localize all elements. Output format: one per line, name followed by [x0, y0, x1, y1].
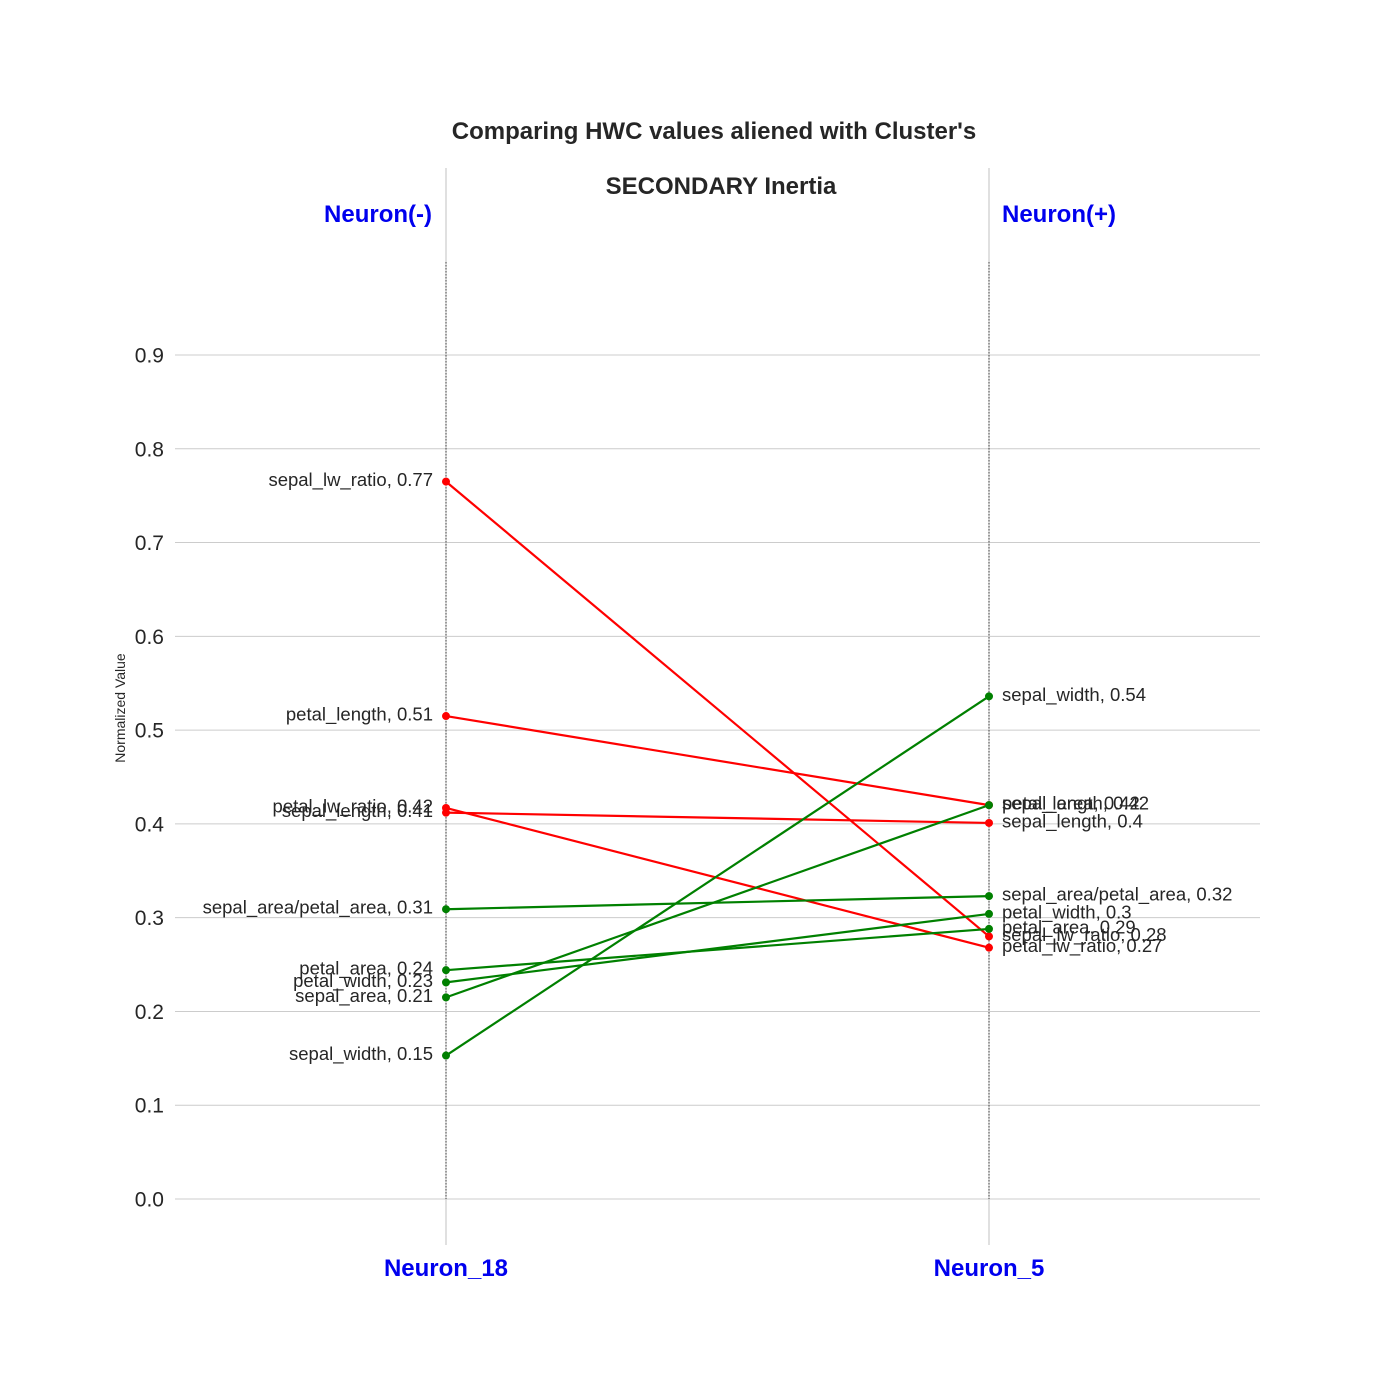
- point-left-sepal_lw_ratio: [442, 477, 450, 486]
- grid-lines: [175, 354, 1260, 1200]
- slope-line-sepal_area/petal_area: [445, 894, 990, 911]
- slope-line-sepal_lw_ratio: [445, 480, 990, 938]
- y-axis-label: Normalized Value: [112, 653, 128, 763]
- label-left-petal_length: petal_length, 0.51: [286, 704, 433, 726]
- y-tick-label: 0.9: [135, 345, 164, 368]
- point-left-petal_width: [442, 978, 450, 987]
- label-left-sepal_area: sepal_area, 0.21: [295, 985, 433, 1007]
- y-tick-label: 0.1: [135, 1095, 164, 1118]
- slope-line-sepal_area: [445, 804, 990, 999]
- point-left-petal_area: [442, 966, 450, 975]
- left-header: Neuron(-): [324, 201, 432, 228]
- y-tick-label: 0.7: [135, 532, 164, 555]
- y-tick-label: 0.8: [135, 438, 164, 461]
- label-left-sepal_length: sepal_length, 0.41: [282, 800, 433, 822]
- point-right-sepal_area/petal_area: [985, 892, 993, 901]
- label-right-sepal_length: sepal_length, 0.4: [1002, 810, 1143, 832]
- y-tick-label: 0.5: [135, 720, 164, 743]
- chart-title-line2: SECONDARY Inertia: [606, 173, 837, 200]
- slope-line-petal_lw_ratio: [445, 806, 990, 949]
- point-right-petal_lw_ratio: [985, 943, 993, 952]
- label-right-petal_lw_ratio: petal_lw_ratio, 0.27: [1002, 935, 1162, 957]
- point-right-sepal_width: [985, 692, 993, 701]
- label-right-sepal_area/petal_area: sepal_area/petal_area, 0.32: [1002, 884, 1232, 906]
- y-tick-labels: 0.0 0.1 0.2 0.3 0.4 0.5 0.6 0.7 0.8 0.9: [135, 345, 165, 1212]
- label-right-petal_length: petal_length, 0.42: [1002, 793, 1149, 815]
- column-axes: [445, 168, 990, 1245]
- slope-line-petal_area: [445, 927, 990, 972]
- point-left-sepal_area: [442, 993, 450, 1002]
- label-right-sepal_width: sepal_width, 0.54: [1002, 684, 1146, 706]
- point-left-sepal_area/petal_area: [442, 905, 450, 914]
- point-right-sepal_lw_ratio: [985, 932, 993, 941]
- label-left-sepal_area/petal_area: sepal_area/petal_area, 0.31: [203, 897, 433, 919]
- label-left-sepal_lw_ratio: sepal_lw_ratio, 0.77: [268, 469, 433, 491]
- label-right-petal_area: petal_area, 0.29: [1002, 916, 1136, 938]
- point-left-sepal_length: [442, 808, 450, 817]
- label-right-sepal_area: sepal_area, 0.42: [1002, 793, 1140, 815]
- point-right-petal_width: [985, 909, 993, 918]
- slope-lines: [442, 477, 993, 1060]
- point-right-petal_area: [985, 924, 993, 933]
- label-left-petal_lw_ratio: petal_lw_ratio, 0.42: [273, 795, 433, 817]
- category-label-left: Neuron_18: [384, 1255, 508, 1282]
- y-tick-label: 0.3: [135, 907, 164, 930]
- label-right-petal_width: petal_width, 0.3: [1002, 901, 1132, 923]
- chart-title-line1: Comparing HWC values aliened with Cluste…: [452, 118, 976, 145]
- label-right-sepal_lw_ratio: sepal_lw_ratio, 0.28: [1002, 924, 1167, 946]
- right-header: Neuron(+): [1002, 201, 1116, 228]
- y-tick-label: 0.6: [135, 626, 164, 649]
- slope-line-petal_width: [445, 912, 990, 984]
- point-right-sepal_length: [985, 818, 993, 827]
- category-label-right: Neuron_5: [934, 1255, 1045, 1282]
- y-tick-label: 0.2: [135, 1001, 164, 1024]
- label-left-petal_width: petal_width, 0.23: [293, 970, 433, 992]
- y-tick-label: 0.0: [135, 1189, 164, 1212]
- point-right-sepal_area: [985, 801, 993, 810]
- label-left-sepal_width: sepal_width, 0.15: [289, 1043, 433, 1065]
- slope-line-petal_length: [445, 714, 990, 807]
- point-left-petal_length: [442, 712, 450, 721]
- slope-line-sepal_width: [445, 695, 990, 1057]
- label-left-petal_area: petal_area, 0.24: [299, 958, 433, 980]
- slope-line-sepal_length: [445, 811, 990, 825]
- point-left-sepal_width: [442, 1051, 450, 1060]
- y-tick-label: 0.4: [135, 813, 165, 836]
- point-labels: sepal_lw_ratio, 0.77 sepal_lw_ratio, 0.28…: [203, 469, 1233, 1065]
